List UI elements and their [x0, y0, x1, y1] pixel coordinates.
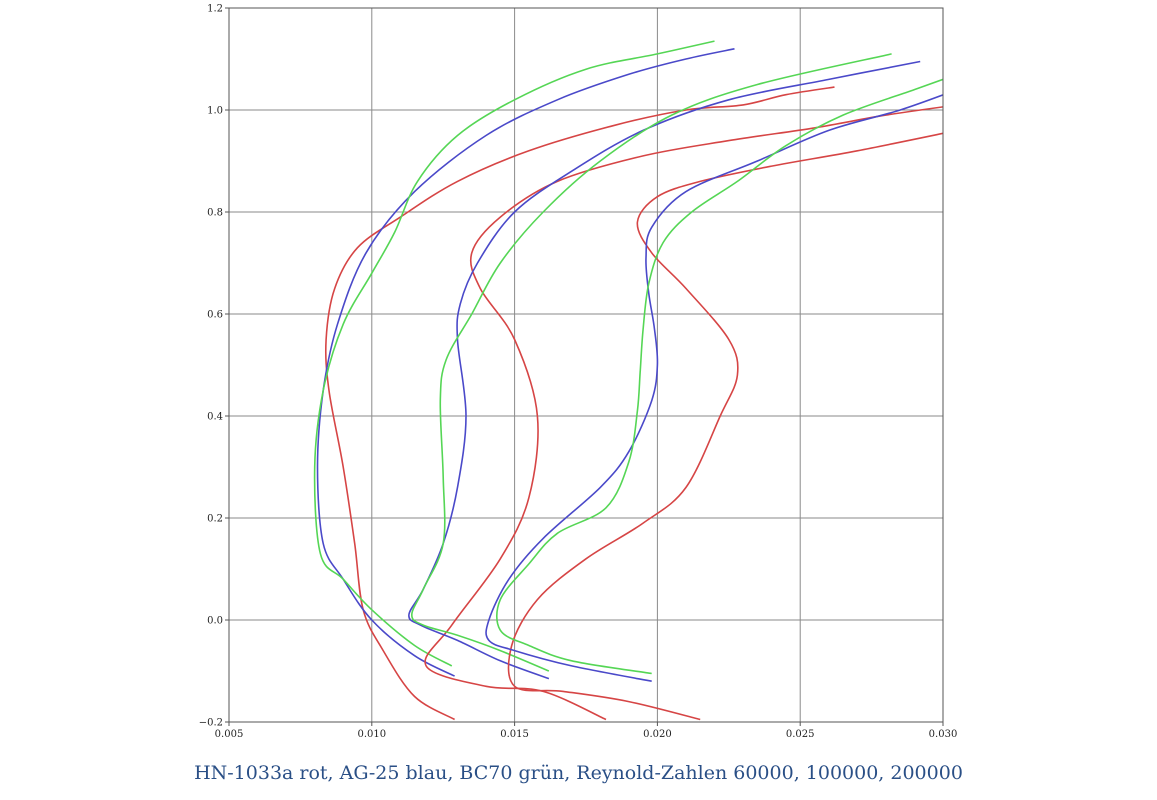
x-tick-label: 0.020	[643, 729, 672, 740]
x-tick-label: 0.030	[929, 729, 958, 740]
chart-caption: HN-1033a rot, AG-25 blau, BC70 grün, Rey…	[194, 762, 963, 784]
y-tick-label: 0.8	[207, 208, 223, 219]
series-line-3	[313, 40, 715, 667]
y-tick-label: 0.2	[207, 514, 223, 525]
series-line-2	[316, 48, 735, 677]
series-line-6	[411, 53, 892, 672]
plot-frame	[228, 7, 944, 723]
series-line-8	[485, 94, 943, 682]
y-tick-label: 0.0	[207, 616, 223, 627]
y-tick-label: 1.2	[207, 4, 223, 15]
series-line-4	[424, 106, 943, 721]
y-tick-label: 1.0	[207, 106, 223, 117]
plot-area	[229, 8, 943, 722]
x-tick-label: 0.015	[500, 729, 529, 740]
series-line-5	[408, 60, 921, 680]
series-line-7	[507, 132, 943, 721]
axis-ticks: 0.005 0.010 0.015 0.020 0.025 0.030 −0.2 0.0 0.2…	[199, 4, 958, 741]
x-tick-label: 0.005	[215, 729, 244, 740]
y-tick-label: −0.2	[199, 718, 223, 729]
series-line-9	[495, 78, 943, 675]
x-tick-label: 0.025	[786, 729, 815, 740]
x-tick-label: 0.010	[357, 729, 386, 740]
chart: 0.005 0.010 0.015 0.020 0.025 0.030 −0.2 0.0 0.2…	[199, 4, 958, 741]
y-tick-label: 0.4	[207, 412, 223, 423]
series-group	[313, 40, 943, 721]
y-tick-label: 0.6	[207, 310, 223, 321]
